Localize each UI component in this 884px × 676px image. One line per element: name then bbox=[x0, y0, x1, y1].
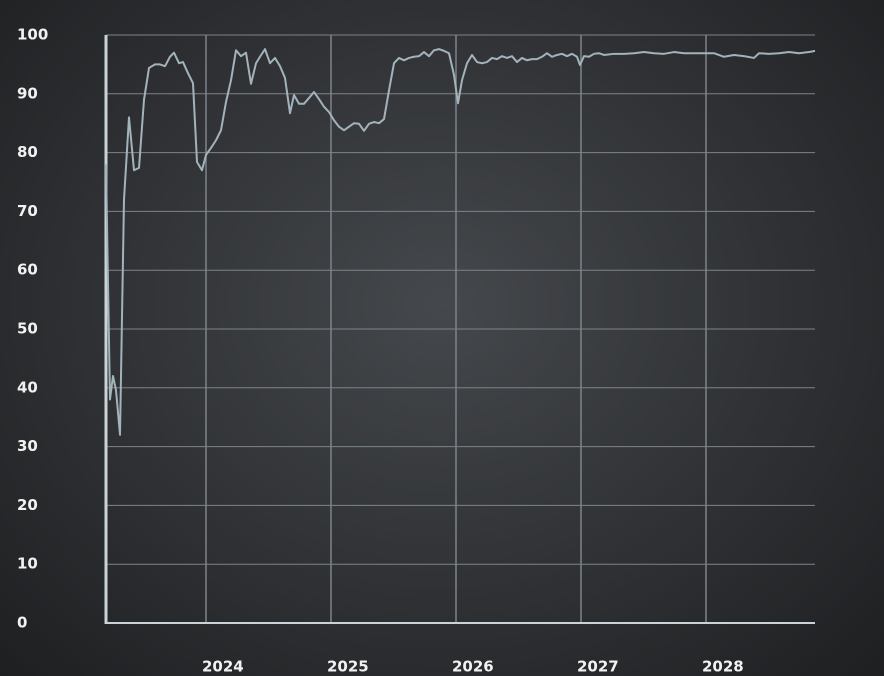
x-tick-label: 2026 bbox=[452, 658, 494, 676]
data-line bbox=[105, 48, 816, 436]
y-tick-label: 20 bbox=[17, 496, 38, 514]
y-tick-label: 60 bbox=[17, 261, 38, 279]
y-tick-label: 40 bbox=[17, 378, 38, 396]
x-tick-label: 2025 bbox=[327, 658, 369, 676]
y-tick-label: 70 bbox=[17, 202, 38, 220]
x-tick-label: 2027 bbox=[577, 658, 619, 676]
y-tick-label: 30 bbox=[17, 437, 38, 455]
y-tick-label: 0 bbox=[17, 614, 27, 632]
y-tick-label: 80 bbox=[17, 143, 38, 161]
y-tick-label: 90 bbox=[17, 84, 38, 102]
y-tick-label: 100 bbox=[17, 26, 48, 44]
x-tick-label: 2024 bbox=[202, 658, 244, 676]
y-tick-label: 10 bbox=[17, 555, 38, 573]
x-tick-label: 2028 bbox=[702, 658, 744, 676]
y-tick-label: 50 bbox=[17, 320, 38, 338]
